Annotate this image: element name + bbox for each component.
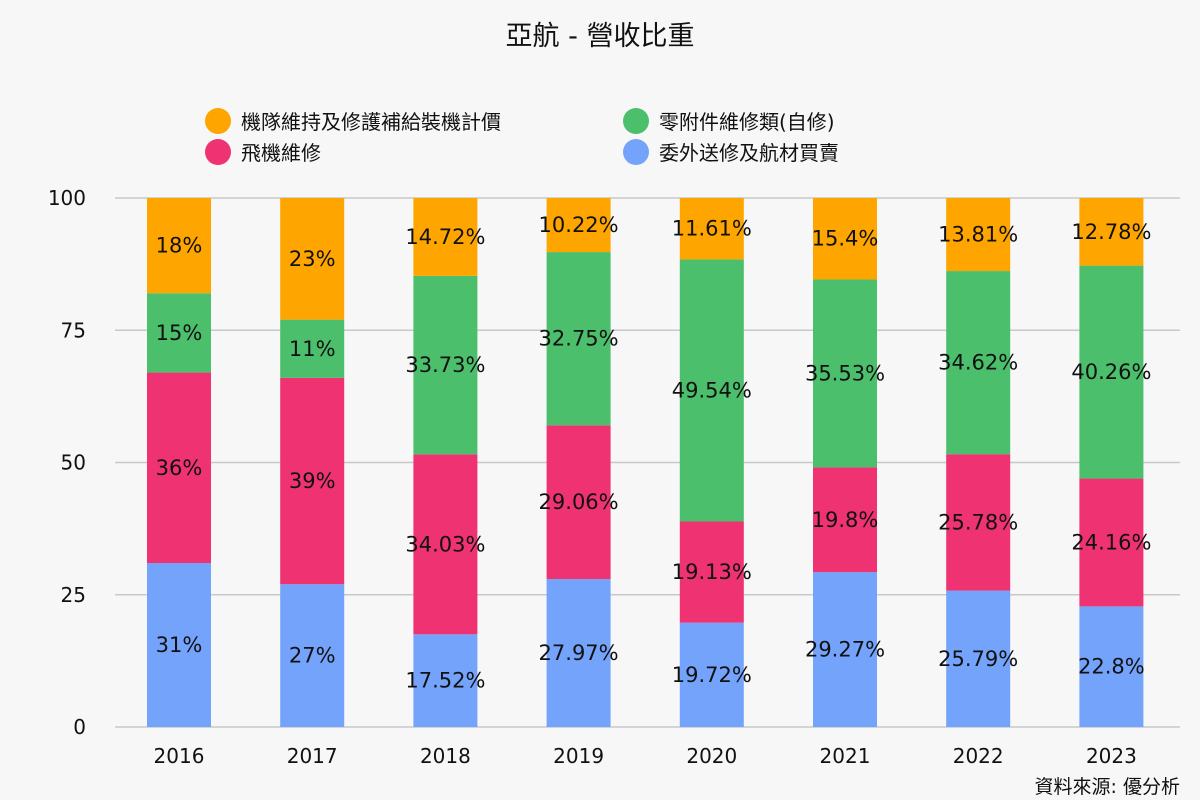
x-tick-label: 2022: [953, 744, 1004, 768]
bar-segment[interactable]: [946, 271, 1011, 455]
x-tick-label: 2019: [553, 744, 604, 768]
chart-title: 亞航 - 營收比重: [505, 21, 695, 52]
legend-item-outsourced-repair[interactable]: 委外送修及航材買賣: [623, 137, 839, 166]
bar-segment[interactable]: [813, 279, 877, 468]
bar-segment[interactable]: [1079, 606, 1144, 727]
data-label: 25.78%: [938, 510, 1018, 534]
y-tick-label: 50: [61, 451, 86, 475]
legend-swatch-outsourced-repair: [623, 138, 649, 165]
data-label: 39%: [289, 469, 336, 493]
y-tick-label: 100: [48, 186, 86, 210]
data-label: 49.54%: [672, 378, 752, 402]
bar-segment[interactable]: [147, 563, 211, 727]
x-tick-label: 2018: [420, 744, 471, 768]
x-axis-labels: 2016 2017 2018 2019 2020 2021 2022 2023: [154, 744, 1137, 768]
bar-segment[interactable]: [679, 622, 744, 727]
bar-segment[interactable]: [546, 252, 611, 426]
legend-label-fleet-maintenance: 機隊維持及修護補給裝機計價: [241, 110, 501, 134]
data-label: 18%: [156, 234, 203, 258]
data-label: 27%: [289, 644, 336, 668]
x-tick-label: 2021: [820, 744, 871, 768]
x-tick-label: 2020: [686, 744, 737, 768]
bar-segment[interactable]: [813, 467, 877, 573]
bar-segment[interactable]: [679, 198, 744, 260]
data-label: 32.75%: [539, 327, 619, 351]
bar-segment[interactable]: [546, 198, 611, 253]
data-label: 19.72%: [672, 663, 752, 687]
data-label: 31%: [156, 633, 203, 657]
bar-segment[interactable]: [813, 198, 877, 280]
bar-segment[interactable]: [546, 579, 611, 727]
x-tick-label: 2023: [1086, 744, 1137, 768]
x-tick-label: 2016: [154, 744, 205, 768]
y-tick-label: 25: [61, 583, 86, 607]
data-label: 34.62%: [938, 351, 1018, 375]
data-label: 22.8%: [1078, 655, 1145, 679]
bar-segment[interactable]: [147, 372, 211, 564]
data-label: 14.72%: [405, 225, 485, 249]
data-label: 29.27%: [805, 638, 885, 662]
data-label: 19.13%: [672, 560, 752, 584]
data-label: 11%: [289, 337, 336, 361]
y-tick-label: 75: [61, 318, 86, 342]
bar-segment[interactable]: [813, 572, 877, 727]
source-note: 資料來源: 優分析: [1034, 776, 1180, 798]
bar-segment[interactable]: [147, 198, 211, 294]
data-label: 12.78%: [1071, 220, 1151, 244]
bar-segment[interactable]: [413, 454, 478, 635]
legend-swatch-aircraft-maintenance: [205, 138, 231, 165]
data-label: 23%: [289, 247, 336, 271]
legend-item-fleet-maintenance[interactable]: 機隊維持及修護補給裝機計價: [205, 106, 501, 135]
gridlines: [115, 197, 1180, 728]
legend-label-parts-repair: 零附件維修類(自修): [659, 110, 835, 134]
data-label: 15.4%: [812, 227, 879, 251]
data-label: 27.97%: [539, 641, 619, 665]
data-label: 34.03%: [405, 532, 485, 556]
bar-segment[interactable]: [280, 377, 345, 585]
x-tick-label: 2017: [287, 744, 338, 768]
data-label: 33.73%: [405, 353, 485, 377]
bar-segment[interactable]: [946, 198, 1011, 272]
bars: 31% 36% 15% 18% 27% 39% 11% 23% 17.52% 34.03% 33.7…: [147, 198, 1151, 727]
bar-segment[interactable]: [1079, 198, 1144, 266]
bar-segment[interactable]: [1079, 265, 1144, 479]
data-label: 19.8%: [812, 508, 879, 532]
data-label: 29.06%: [539, 490, 619, 514]
y-tick-label: 0: [73, 715, 86, 739]
data-label: 13.81%: [938, 223, 1018, 247]
y-axis-labels: 0 25 50 75 100: [48, 186, 86, 739]
bar-segment[interactable]: [413, 634, 478, 727]
legend-swatch-fleet-maintenance: [205, 107, 231, 134]
bar-segment[interactable]: [679, 259, 744, 522]
bar-segment[interactable]: [946, 590, 1011, 727]
data-label: 35.53%: [805, 361, 885, 385]
data-label: 17.52%: [405, 669, 485, 693]
bar-segment[interactable]: [946, 454, 1011, 591]
data-label: 36%: [156, 456, 203, 480]
bar-segment[interactable]: [546, 425, 611, 580]
legend-item-aircraft-maintenance[interactable]: 飛機維修: [205, 137, 321, 166]
bar-segment[interactable]: [679, 521, 744, 623]
legend-label-outsourced-repair: 委外送修及航材買賣: [659, 141, 839, 165]
bar-segment[interactable]: [413, 275, 478, 455]
bar-segment[interactable]: [280, 584, 345, 727]
data-label: 24.16%: [1071, 530, 1151, 554]
legend-item-parts-repair[interactable]: 零附件維修類(自修): [623, 106, 835, 135]
bar-segment[interactable]: [413, 198, 478, 276]
data-label: 15%: [156, 321, 203, 345]
legend-swatch-parts-repair: [623, 107, 649, 134]
data-label: 10.22%: [539, 213, 619, 237]
bar-segment[interactable]: [1079, 478, 1144, 607]
data-label: 11.61%: [672, 217, 752, 241]
bar-segment[interactable]: [280, 319, 345, 378]
legend-label-aircraft-maintenance: 飛機維修: [241, 141, 321, 165]
bar-segment[interactable]: [147, 293, 211, 373]
data-label: 40.26%: [1071, 360, 1151, 384]
bar-segment[interactable]: [280, 198, 345, 320]
data-label: 25.79%: [938, 647, 1018, 671]
